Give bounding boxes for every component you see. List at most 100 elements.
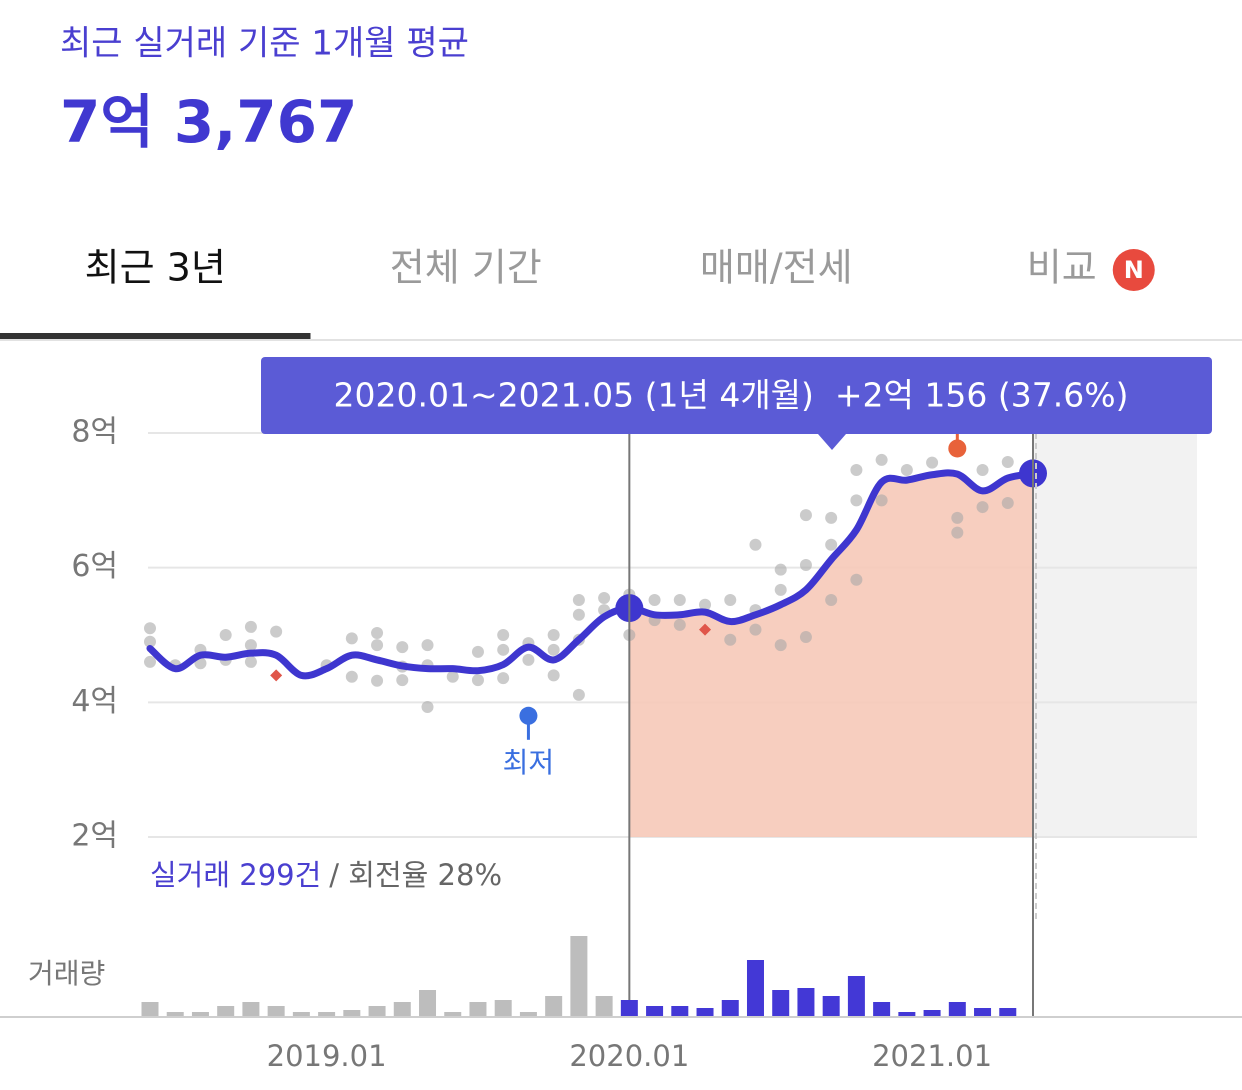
volume-label: 거래량 [28,957,105,990]
transaction-dot [850,494,863,507]
transaction-dot [497,629,510,641]
volume-bar [847,976,865,1016]
transaction-dot [547,643,560,656]
volume-bar [721,1000,739,1016]
transaction-dot [244,639,257,652]
transaction-dot [371,626,384,639]
transaction-dot [724,593,737,606]
transaction-dot [799,558,812,571]
volume-bar [646,1006,664,1016]
transaction-dot [572,593,585,606]
volume-bar [696,1008,714,1016]
marker-pin [519,706,538,725]
transaction-dot [774,639,787,652]
turnover-rate: / 회전율 28% [329,858,502,892]
transaction-dot [497,672,510,685]
header-title: 최근 실거래 기준 1개월 평균 [60,24,469,64]
volume-bar [191,1012,209,1016]
volume-bar [318,1012,336,1016]
transaction-dot [976,464,989,477]
transaction-dot [547,629,560,641]
volume-bar [545,996,563,1016]
volume-bar [595,996,613,1016]
y-tick-label: 2억 [71,819,118,854]
transaction-dot [749,623,762,636]
transaction-dot [144,655,156,668]
volume-bar [822,996,840,1016]
transaction-dot [396,674,409,687]
transaction-dot [648,593,661,606]
transaction-dot [471,645,484,658]
tooltip-pointer [818,434,846,450]
transaction-dot [572,688,585,701]
transaction-dot [547,669,560,682]
volume-bar [797,988,815,1016]
volume-bar [469,1002,487,1016]
volume-bar [267,1006,285,1016]
transaction-dot [572,608,585,621]
trade-count: 실거래 299건 [150,858,321,892]
transaction-dot [976,501,989,514]
transaction-dot [850,573,863,586]
transaction-dot [371,674,384,687]
transaction-dot [421,639,434,652]
y-tick-label: 4억 [71,684,118,719]
transaction-dot [371,639,384,652]
transaction-dot [926,456,939,469]
transaction-dot [699,598,712,611]
tab-label[interactable]: 매매/전세 [700,246,853,290]
transaction-dot [825,593,838,606]
transaction-dot [951,511,964,524]
future-area [1033,433,1197,837]
volume-bar [570,936,588,1016]
volume-bar [948,1002,966,1016]
transaction-dot [875,494,888,507]
volume-bar [873,1002,891,1016]
transaction-dot [875,453,888,466]
transaction-dot [724,633,737,646]
volume-bar [343,1010,361,1016]
tab-label[interactable]: 비교 [1027,246,1097,290]
transaction-dot [446,670,459,683]
transaction-dot [598,591,611,604]
volume-bar [419,990,437,1016]
marker-diamond [270,669,283,682]
price-line [146,469,1037,680]
transaction-dot [673,593,686,606]
volume-bar [141,1002,159,1016]
volume-bar [444,1012,462,1016]
transaction-dot [673,618,686,631]
volume-bar [620,1000,638,1016]
tab-label[interactable]: 전체 기간 [390,246,542,290]
transaction-dot [951,526,964,539]
volume-bar [671,1006,689,1016]
transaction-dot [345,632,358,645]
transaction-dot [825,511,838,524]
volume-bar [519,1012,537,1016]
tab-label[interactable]: 최근 3년 [85,246,226,290]
volume-bar [217,1006,235,1016]
x-tick-label: 2019.01 [267,1039,387,1073]
x-tick-label: 2020.01 [569,1039,689,1073]
transaction-dot [244,655,257,668]
volume-bar [368,1006,386,1016]
volume-bar [393,1002,411,1016]
volume-bar [242,1002,260,1016]
volume-bar [999,1008,1017,1016]
transaction-dot [144,635,156,648]
volume-bar [494,1000,512,1016]
transaction-dot [774,563,787,576]
volume-bar [923,1010,941,1016]
tooltip-box [261,357,1212,434]
transaction-dot [270,625,283,638]
selection-area [629,472,1033,837]
transaction-dot [799,631,812,644]
tooltip-text: 2020.01~2021.05 (1년 4개월) +2억 156 (37.6%) [334,376,1129,415]
transaction-dot [396,641,409,654]
transaction-dot [850,464,863,477]
tab-bar: 최근 3년 전체 기간 매매/전세 비교 N [0,246,1155,339]
marker-label: 최저 [503,746,555,779]
transaction-dot [522,653,535,666]
